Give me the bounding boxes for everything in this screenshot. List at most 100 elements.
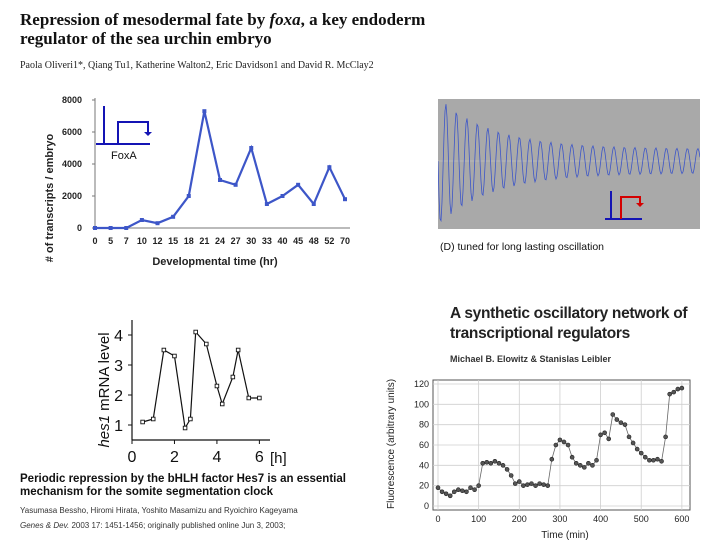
fluor-point <box>602 430 607 436</box>
paper3-authors: Yasumasa Bessho, Hiromi Hirata, Yoshito … <box>20 506 298 515</box>
fluor-point <box>586 461 591 466</box>
fluor-point <box>638 450 644 456</box>
hes1-ylabel: hes1 mRNA level <box>96 332 113 447</box>
fluor-point <box>594 457 599 463</box>
hes1-xunit: [h] <box>270 450 287 467</box>
foxa-xtick-label: 5 <box>108 236 113 246</box>
fluor-point <box>541 482 546 487</box>
hes1-point <box>219 401 225 407</box>
hes1-xtick-label: 4 <box>212 449 221 466</box>
fluor-xtick-label: 500 <box>634 514 649 524</box>
foxa-point <box>264 202 269 206</box>
foxa-xtick-label: 10 <box>137 236 147 246</box>
fluor-point <box>504 467 510 472</box>
hes1-chart: hes1 mRNA level 1 2 3 4 0 2 4 6 [h] <box>96 320 287 467</box>
paper1-title: Repression of mesodermal fate by foxa, a… <box>20 10 426 48</box>
fluor-point <box>671 389 677 395</box>
fluor-point <box>533 483 538 488</box>
foxa-xtick-label: 33 <box>262 236 272 246</box>
fluor-point <box>610 412 616 417</box>
fluor-point <box>679 385 685 391</box>
fluor-point <box>634 446 640 452</box>
hes1-point <box>230 374 236 380</box>
foxa-xtick-label: 21 <box>199 236 209 246</box>
fluor-point <box>642 454 648 460</box>
fluor-point <box>573 461 579 466</box>
hes1-series-line <box>142 330 260 430</box>
fluor-point <box>521 483 526 488</box>
fluor-point <box>667 391 672 397</box>
foxa-point <box>233 182 238 187</box>
fluor-ytick-label: 120 <box>414 379 429 389</box>
fluor-point <box>561 439 567 445</box>
hes1-point <box>204 341 209 347</box>
hes1-point <box>257 395 262 401</box>
fluor-point <box>451 489 457 495</box>
fluor-point <box>577 463 583 468</box>
foxa-point <box>218 178 222 182</box>
paper2-authors: Michael B. Elowitz & Stanislas Leibler <box>450 354 612 364</box>
foxa-xtick-label: 12 <box>152 236 162 246</box>
fluor-xtick-label: 100 <box>471 514 486 524</box>
fluor-point <box>500 463 506 468</box>
foxa-point <box>343 197 347 202</box>
hes1-point <box>161 347 167 353</box>
foxa-point <box>202 109 207 114</box>
fluor-point <box>460 488 465 494</box>
fluor-point <box>557 437 563 443</box>
fluor-point <box>525 482 530 487</box>
foxa-xtick-label: 48 <box>309 236 319 246</box>
fluor-point <box>626 434 632 440</box>
foxa-ytick-label: 8000 <box>62 95 82 105</box>
fluor-point <box>516 479 522 484</box>
fluor-point <box>468 485 473 490</box>
foxa-point <box>139 218 144 222</box>
fluor-point <box>492 458 498 464</box>
fluor-point <box>651 457 656 463</box>
fluor-point <box>614 417 620 422</box>
foxa-xtick-label: 15 <box>168 236 178 246</box>
hes1-point <box>150 416 156 422</box>
fluor-point <box>447 493 453 499</box>
hes1-point <box>172 353 177 359</box>
fluor-point <box>537 481 542 486</box>
foxa-point <box>311 202 316 206</box>
foxa-xtick-label: 18 <box>184 236 194 246</box>
foxa-point <box>249 146 254 150</box>
fluor-point <box>565 442 571 448</box>
fluor-xtick-label: 200 <box>512 514 527 524</box>
damped-oscillation-chart <box>438 99 700 229</box>
fluor-point <box>496 461 502 466</box>
foxa-xtick-label: 30 <box>246 236 256 246</box>
fluor-xtick-label: 0 <box>435 514 440 524</box>
foxa-xtick-label: 24 <box>215 236 225 246</box>
foxa-xtick-label: 45 <box>293 236 303 246</box>
foxa-ytick-label: 0 <box>77 223 82 233</box>
fluor-point <box>476 483 481 488</box>
foxa-chart: # of transcripts / embryo 0 2000 4000 6000 8… <box>44 95 350 268</box>
promoter-arrow-icon <box>96 106 152 145</box>
foxa-label: FoxA <box>111 150 137 162</box>
fluor-point <box>464 489 469 495</box>
hes1-ytick-label: 3 <box>114 358 123 375</box>
fluor-point <box>545 483 551 488</box>
foxa-xlabel: Developmental time (hr) <box>152 256 278 268</box>
fluor-point <box>549 456 555 462</box>
paper3-journal: Genes & Dev. 2003 17: 1451-1456; origina… <box>20 521 286 530</box>
hes1-point <box>188 416 193 422</box>
hes1-ytick-label: 1 <box>114 418 123 435</box>
foxa-xtick-label: 40 <box>277 236 287 246</box>
fluor-point <box>435 485 441 490</box>
fluor-ytick-label: 80 <box>419 420 429 430</box>
fluor-xlabel: Time (min) <box>541 530 588 540</box>
fluor-point <box>630 440 636 446</box>
fluor-point <box>480 461 486 466</box>
fluor-point <box>590 463 595 468</box>
fluor-point <box>622 422 628 427</box>
fluor-point <box>606 436 612 442</box>
foxa-xtick-label: 52 <box>324 236 334 246</box>
fluor-point <box>582 465 587 470</box>
hes1-xtick-label: 6 <box>255 449 264 466</box>
foxa-point <box>171 214 176 219</box>
hes1-point <box>182 425 188 431</box>
